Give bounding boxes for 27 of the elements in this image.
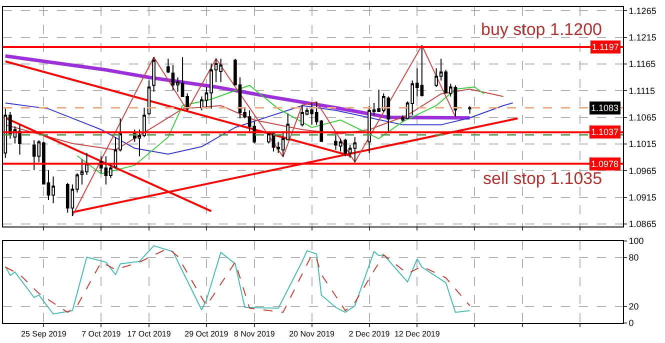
y-tick-label: 20: [628, 302, 639, 312]
ref-line-label: 1.1037: [591, 127, 619, 137]
x-tick-label: 20 Nov 2019: [289, 330, 336, 339]
y-tick-label: 1.0915: [628, 192, 656, 202]
y-tick-label: 1.1165: [628, 59, 656, 70]
x-tick-label: 7 Oct 2019: [82, 330, 122, 339]
y-tick-label: 1.1265: [628, 6, 656, 16]
annotation: buy stop 1.1200: [481, 20, 602, 39]
y-tick-label: 1.1215: [628, 32, 656, 43]
x-tick-label: 2 Dec 2019: [348, 330, 390, 339]
x-tick-label: 8 Nov 2019: [234, 330, 276, 339]
x-tick-label: 12 Dec 2019: [394, 330, 440, 339]
annotation: sell stop 1.1035: [483, 169, 602, 188]
y-tick-label: 100: [628, 236, 644, 246]
ref-line-label: 1.0978: [591, 159, 619, 169]
x-tick-label: 17 Oct 2019: [127, 330, 172, 339]
y-tick-label: 1.1115: [628, 86, 656, 96]
y-tick-label: 80: [628, 252, 639, 262]
y-tick-label: 0: [628, 318, 634, 328]
ref-line-label: 1.1197: [592, 42, 619, 52]
x-tick-label: 29 Oct 2019: [184, 330, 229, 339]
ref-line-label: 1.1083: [591, 103, 619, 113]
y-tick-label: 1.0965: [628, 166, 656, 176]
y-tick-label: 1.1065: [628, 112, 656, 122]
y-tick-label: 1.1015: [628, 139, 656, 150]
y-tick-label: 1.0865: [628, 219, 656, 230]
x-tick-label: 25 Sep 2019: [21, 330, 67, 339]
